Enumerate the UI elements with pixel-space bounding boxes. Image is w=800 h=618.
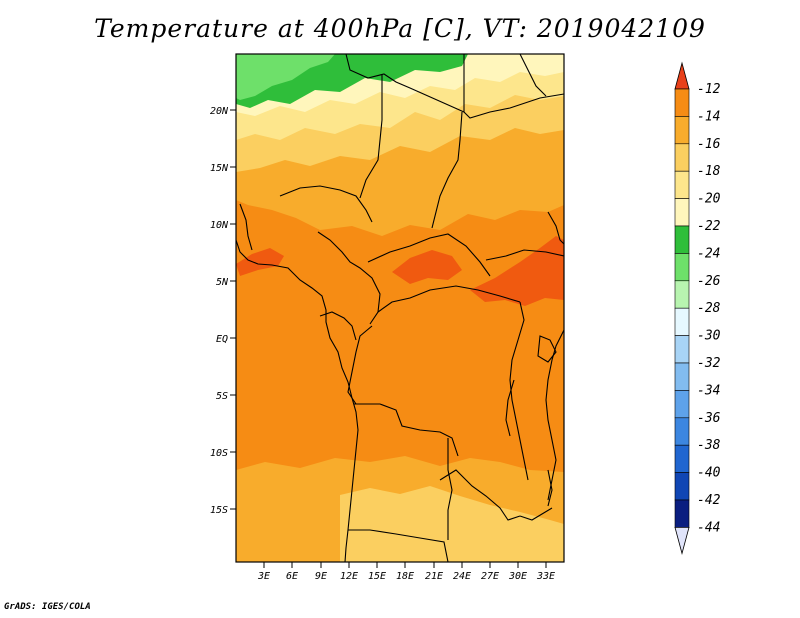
lon-label: 9E <box>315 571 327 582</box>
field-m12-central <box>392 250 462 284</box>
colorbar-label: -40 <box>697 466 721 481</box>
temperature-field <box>236 54 564 562</box>
lat-label: 10N <box>210 220 229 231</box>
angola-north-border <box>354 403 459 457</box>
lat-label: 5N <box>216 277 229 288</box>
colorbar-label: -30 <box>697 329 721 344</box>
colorbar-swatch <box>674 170 690 199</box>
colorbar-label: -26 <box>697 274 721 289</box>
colorbar: -12 -14 -16 -18 -20 -22 -24 -26 -28 -30 -32 -34 -36 -… <box>674 61 721 555</box>
east-coast <box>545 329 564 501</box>
lake-tanganyika <box>505 379 515 437</box>
field-m18-south <box>340 486 564 562</box>
egypt-sudan-border <box>463 54 564 119</box>
colorbar-top-arrow <box>674 61 690 90</box>
colorbar-swatch <box>674 390 690 419</box>
lon-label: 3E <box>257 571 270 582</box>
lon-label: 15E <box>368 571 386 582</box>
lon-label: 30E <box>508 571 527 582</box>
lake-malawi <box>547 469 553 507</box>
colorbar-swatch <box>674 88 690 117</box>
ethiopia-border <box>547 211 564 245</box>
lat-label: 20N <box>210 106 229 117</box>
colorbar-swatch <box>674 335 690 364</box>
colorbar-label: -38 <box>697 438 721 453</box>
colorbar-label: -14 <box>697 109 720 124</box>
colorbar-swatch <box>674 472 690 501</box>
lon-label: 27E <box>481 571 499 582</box>
gabon-congo-border <box>319 311 357 341</box>
mozambique-border <box>519 507 553 521</box>
colorbar-swatch <box>674 417 690 446</box>
colorbar-label: -18 <box>697 164 721 179</box>
colorbar-swatch <box>674 362 690 391</box>
lon-label: 33E <box>536 571 555 582</box>
drc-west-border <box>347 325 373 405</box>
colorbar-label: -32 <box>697 356 721 371</box>
colorbar-label: -34 <box>697 383 720 398</box>
field-m12-east <box>470 236 564 306</box>
longitude-axis: 3E 6E 9E 12E 15E 18E 21E 24E 27E 30E 33E <box>257 562 555 582</box>
drc-north-border <box>377 285 521 313</box>
colorbar-swatch <box>674 307 690 336</box>
map-title: Temperature at 400hPa [C], VT: 201904210… <box>94 14 706 43</box>
latitude-axis: 20N 15N 10N 5N EQ 5S 10S 15S <box>210 106 236 516</box>
libya-sudan-border <box>359 74 383 199</box>
colorbar-swatch <box>674 444 690 473</box>
south-sudan-border <box>485 249 564 261</box>
lat-label: EQ <box>216 334 228 345</box>
red-sea-coast <box>519 54 547 97</box>
lat-label: 15S <box>210 505 228 516</box>
lon-label: 21E <box>425 571 443 582</box>
colorbar-label: -28 <box>697 301 721 316</box>
lat-label: 5S <box>216 391 228 402</box>
colorbar-label: -36 <box>697 411 721 426</box>
map-frame <box>235 53 565 563</box>
colorbar-swatch <box>674 499 690 528</box>
zambia-border <box>439 469 521 521</box>
colorbar-label: -42 <box>697 493 721 508</box>
angola-south-border <box>348 529 449 562</box>
colorbar-label: -24 <box>697 246 720 261</box>
lat-label: 10S <box>210 448 228 459</box>
lon-label: 6E <box>286 571 298 582</box>
colorbar-swatch <box>674 143 690 172</box>
colorbar-bottom-arrow <box>674 527 690 555</box>
field-m12-west <box>236 248 284 276</box>
west-africa-coast <box>236 239 359 562</box>
cameroon-border <box>317 231 381 325</box>
field-m26-north <box>236 54 335 100</box>
country-borders <box>236 54 564 562</box>
colorbar-swatch <box>674 225 690 254</box>
lat-label: 15N <box>210 163 229 174</box>
lon-label: 12E <box>340 571 358 582</box>
colorbar-label: -16 <box>697 137 721 152</box>
colorbar-swatch <box>674 253 690 282</box>
lake-victoria <box>537 335 557 363</box>
ghana-border <box>239 203 253 251</box>
colorbar-label: -44 <box>697 520 720 535</box>
niger-chad-border <box>345 54 465 113</box>
colorbar-swatch <box>674 280 690 309</box>
car-border <box>367 233 491 277</box>
chad-sudan-border <box>431 111 463 229</box>
nigeria-border <box>279 185 373 223</box>
colorbar-label: -22 <box>697 219 721 234</box>
colorbar-label: -12 <box>697 82 721 97</box>
colorbar-label: -20 <box>697 192 721 207</box>
angola-zambia-border <box>447 438 453 540</box>
grads-credit: GrADS: IGES/COLA <box>4 602 91 612</box>
colorbar-swatch <box>674 198 690 227</box>
lon-label: 18E <box>396 571 414 582</box>
colorbar-swatch <box>674 116 690 145</box>
lon-label: 24E <box>453 571 471 582</box>
